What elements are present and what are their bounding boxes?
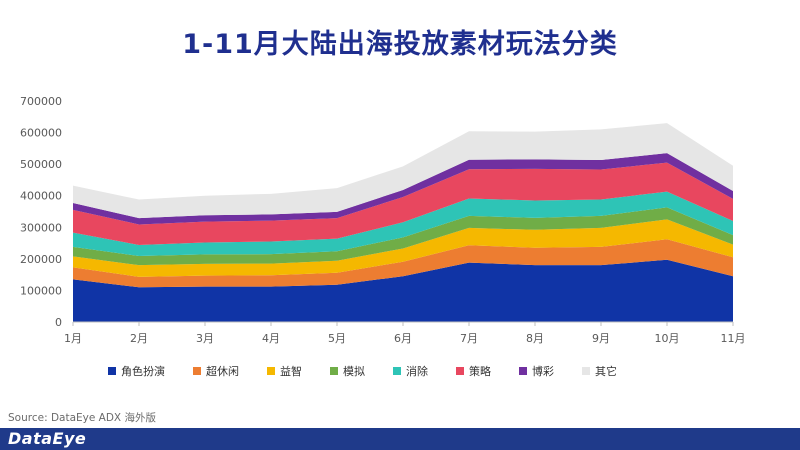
legend-swatch [519, 367, 527, 375]
x-tick-label: 6月 [394, 332, 412, 345]
area-series-4: 模拟 [73, 207, 733, 266]
y-tick-label: 500000 [20, 158, 62, 171]
x-tick-label: 5月 [328, 332, 346, 345]
legend-label: 博彩 [532, 365, 554, 378]
x-tick-label: 3月 [196, 332, 214, 345]
x-tick-label: 8月 [526, 332, 544, 345]
legend-label: 策略 [469, 365, 491, 378]
legend-label: 超休闲 [206, 365, 239, 378]
legend-swatch [393, 367, 401, 375]
legend-label: 角色扮演 [121, 365, 165, 378]
y-tick-label: 200000 [20, 253, 62, 266]
y-tick-label: 100000 [20, 284, 62, 297]
legend-swatch [108, 367, 116, 375]
legend-label: 益智 [280, 365, 302, 378]
legend-item-8: 其它 [582, 363, 617, 379]
x-tick-label: 10月 [655, 332, 680, 345]
legend-item-1: 角色扮演 [108, 363, 165, 379]
x-tick-label: 2月 [130, 332, 148, 345]
x-tick-label: 9月 [592, 332, 610, 345]
page-title: 1-11月大陆出海投放素材玩法分类 [182, 29, 618, 60]
legend-item-6: 策略 [456, 363, 491, 379]
x-tick-label: 11月 [721, 332, 746, 345]
y-tick-label: 0 [55, 316, 62, 329]
legend-label: 其它 [595, 365, 617, 378]
x-tick-label: 4月 [262, 332, 280, 345]
legend-label: 消除 [406, 365, 428, 378]
footer-bar: DataEye [0, 428, 800, 450]
x-tick-label: 7月 [460, 332, 478, 345]
chart-legend: 角色扮演 超休闲 益智 模拟 消除 策略 博彩 其它 [108, 363, 645, 379]
y-tick-label: 600000 [20, 127, 62, 140]
legend-swatch [456, 367, 464, 375]
y-tick-label: 300000 [20, 221, 62, 234]
area-series-7: 博彩 [73, 153, 733, 225]
legend-swatch [582, 367, 590, 375]
legend-item-3: 益智 [267, 363, 302, 379]
brand-logo: DataEye [8, 429, 87, 448]
x-tick-label: 1月 [64, 332, 82, 345]
legend-item-5: 消除 [393, 363, 428, 379]
area-series-8: 其它 [73, 123, 733, 219]
y-tick-label: 700000 [20, 95, 62, 108]
legend-label: 模拟 [343, 365, 365, 378]
legend-swatch [330, 367, 338, 375]
area-series-5: 消除 [73, 191, 733, 257]
area-series-6: 策略 [73, 162, 733, 245]
legend-item-7: 博彩 [519, 363, 554, 379]
legend-item-2: 超休闲 [193, 363, 239, 379]
y-tick-label: 400000 [20, 190, 62, 203]
legend-swatch [267, 367, 275, 375]
area-series-1: 角色扮演 [73, 259, 733, 322]
area-series-2: 超休闲 [73, 239, 733, 288]
area-series-3: 益智 [73, 219, 733, 277]
source-note: Source: DataEye ADX 海外版 [8, 412, 156, 424]
legend-item-4: 模拟 [330, 363, 365, 379]
legend-swatch [193, 367, 201, 375]
